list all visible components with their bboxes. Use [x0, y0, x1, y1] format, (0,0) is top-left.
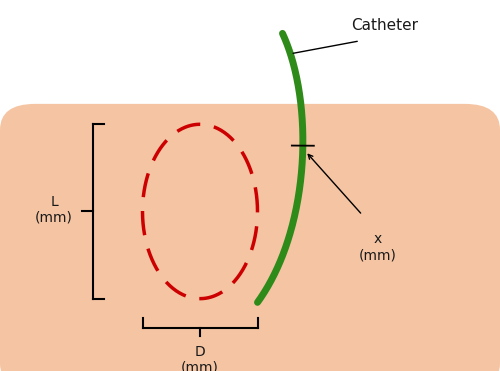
Text: x
(mm): x (mm)	[358, 232, 397, 262]
Text: D
(mm): D (mm)	[181, 345, 219, 371]
FancyBboxPatch shape	[0, 104, 500, 371]
Text: Catheter: Catheter	[352, 19, 418, 33]
Text: L
(mm): L (mm)	[35, 194, 73, 225]
